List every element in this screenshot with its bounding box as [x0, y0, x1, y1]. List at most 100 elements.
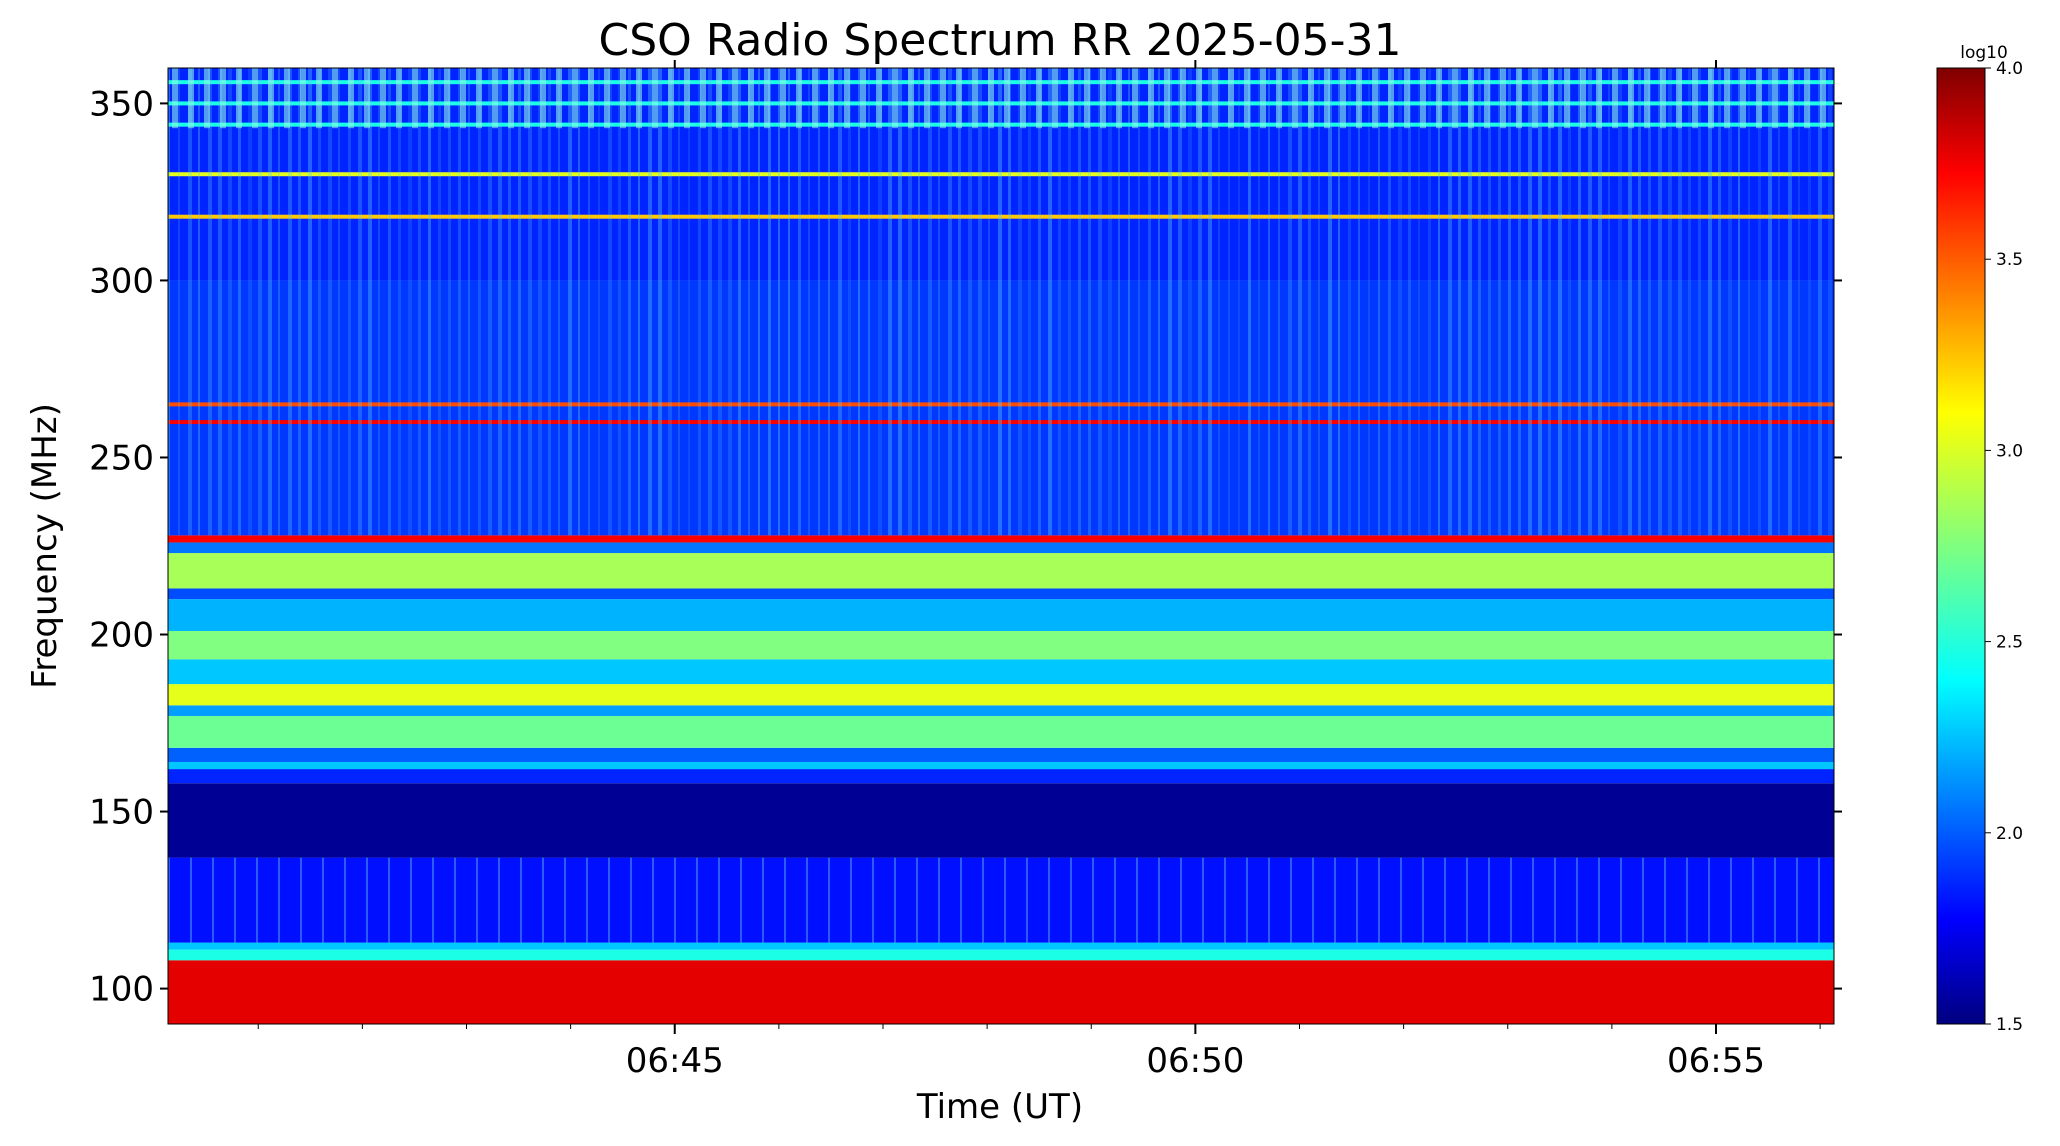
interference-stripe [652, 68, 658, 129]
interference-stripe [528, 68, 532, 536]
interference-stripe [1276, 68, 1282, 129]
interference-stripe [208, 68, 212, 536]
interference-stripe [1070, 857, 1072, 943]
interference-stripe [1508, 68, 1511, 536]
interference-stripe [1820, 68, 1826, 129]
colorbar-tick-label: 2.0 [1996, 824, 2023, 844]
interference-stripe [988, 68, 990, 536]
interference-stripe [218, 68, 222, 536]
interference-stripe [1596, 68, 1602, 129]
interference-stripe [1324, 68, 1330, 129]
interference-stripe [1548, 68, 1551, 536]
interference-stripe [698, 68, 701, 536]
interference-stripe [396, 68, 402, 129]
interference-stripe [432, 857, 434, 943]
interference-stripe [684, 68, 690, 129]
interference-stripe [328, 68, 332, 536]
interference-stripe [1268, 857, 1270, 943]
frequency-band [168, 553, 1834, 589]
interference-stripe [892, 68, 898, 129]
interference-stripe [860, 68, 866, 129]
interference-stripe [1148, 68, 1154, 129]
interference-stripe [628, 68, 631, 536]
interference-stripe [1178, 68, 1182, 536]
interference-stripe [876, 68, 882, 129]
interference-stripe [630, 857, 632, 943]
interference-stripe [448, 68, 451, 536]
interference-stripe [848, 68, 851, 536]
interference-stripe [1408, 68, 1411, 536]
interference-stripe [388, 857, 390, 943]
interference-stripe [1730, 857, 1732, 943]
interference-stripe [1668, 68, 1672, 536]
interference-stripe [476, 68, 482, 129]
interference-stripe [1224, 857, 1226, 943]
interference-stripe [364, 68, 370, 129]
interference-stripe [458, 68, 461, 536]
interference-stripe [1718, 68, 1721, 536]
interference-stripe [316, 68, 322, 129]
emission-line [168, 402, 1834, 407]
interference-stripe [748, 68, 750, 536]
interference-stripe [668, 68, 674, 129]
interference-stripe [1452, 68, 1458, 129]
interference-stripe [1804, 68, 1810, 129]
interference-stripe [1298, 68, 1302, 536]
interference-stripe [1468, 68, 1472, 536]
interference-stripe [300, 857, 302, 943]
colorbar-tick-label: 1.5 [1996, 1015, 2023, 1035]
interference-stripe [1658, 68, 1662, 536]
interference-stripe [1798, 68, 1800, 536]
interference-stripe [1136, 857, 1138, 943]
interference-stripe [212, 857, 214, 943]
interference-stripe [982, 857, 984, 943]
x-tick-label: 06:55 [1667, 1041, 1765, 1081]
colorbar-label: log10 [1960, 43, 2008, 63]
interference-stripe [1164, 68, 1170, 129]
interference-stripe [1748, 68, 1750, 536]
interference-stripe [408, 68, 412, 536]
interference-stripe [1564, 68, 1570, 129]
interference-stripe [1436, 68, 1442, 129]
interference-stripe [1118, 68, 1120, 536]
interference-stripe [344, 857, 346, 943]
interference-stripe [1612, 68, 1618, 129]
plot-area [168, 68, 1834, 1024]
interference-stripe [1458, 68, 1461, 536]
frequency-band [168, 942, 1834, 950]
interference-stripe [1278, 68, 1280, 536]
interference-stripe [808, 68, 810, 536]
interference-stripe [1108, 68, 1112, 536]
interference-stripe [948, 68, 952, 536]
interference-stripe [850, 857, 852, 943]
interference-stripe [1768, 68, 1772, 536]
interference-stripe [168, 68, 170, 536]
interference-stripe [1598, 68, 1602, 536]
interference-stripe [1378, 68, 1380, 536]
interference-stripe [1818, 68, 1822, 536]
interference-stripe [1418, 68, 1420, 536]
y-tick-label: 300 [89, 261, 154, 301]
interference-stripe [1664, 857, 1666, 943]
interference-stripe [908, 68, 912, 536]
interference-stripe [938, 68, 940, 536]
interference-stripe [960, 857, 962, 943]
interference-stripe [556, 68, 562, 129]
colorbar-tick-label: 2.5 [1996, 633, 2023, 653]
interference-stripe [636, 68, 642, 129]
interference-stripe [586, 857, 588, 943]
emission-line [168, 172, 1834, 177]
interference-stripe [172, 68, 178, 129]
interference-stripe [1168, 68, 1172, 536]
interference-stripe [1202, 857, 1204, 943]
interference-stripe [428, 68, 431, 536]
interference-stripe [1588, 68, 1592, 536]
interference-stripe [940, 68, 946, 129]
interference-stripe [1158, 68, 1160, 536]
interference-stripe [740, 857, 742, 943]
interference-stripe [1628, 68, 1634, 129]
x-axis-label: Time (UT) [916, 1087, 1083, 1127]
interference-stripe [978, 68, 982, 536]
interference-stripe [1148, 68, 1151, 536]
interference-stripe [608, 857, 610, 943]
